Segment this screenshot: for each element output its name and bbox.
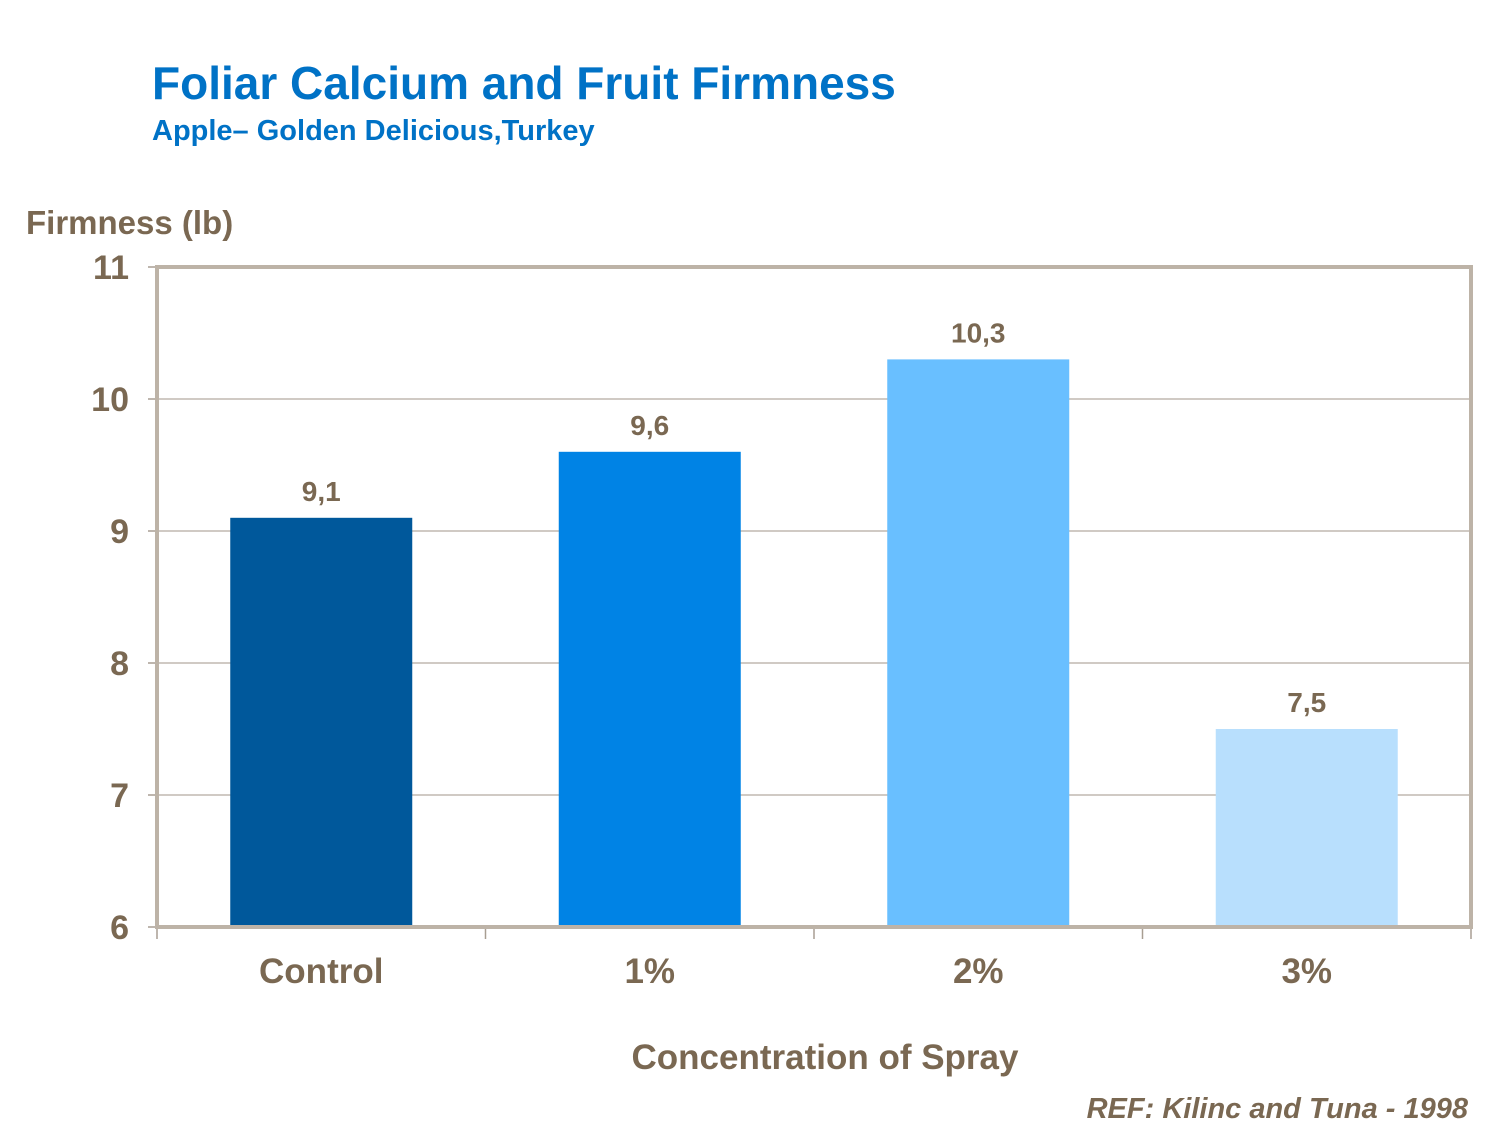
data-label: 9,6 bbox=[630, 410, 669, 441]
y-tick-label: 11 bbox=[93, 249, 129, 287]
x-axis-label: Concentration of Spray bbox=[631, 1038, 1019, 1077]
y-tick-label: 7 bbox=[110, 777, 129, 815]
y-tick-label: 8 bbox=[110, 645, 129, 683]
bar-2% bbox=[887, 359, 1070, 927]
bar-3% bbox=[1215, 729, 1398, 927]
reference-annotation: REF: Kilinc and Tuna - 1998 bbox=[1086, 1093, 1468, 1125]
chart-subtitle: Apple– Golden Delicious,Turkey bbox=[152, 115, 595, 147]
y-axis-label: Firmness (lb) bbox=[26, 204, 234, 241]
data-label: 7,5 bbox=[1287, 687, 1326, 718]
x-tick-label: 3% bbox=[1281, 952, 1332, 991]
x-tick-label: 1% bbox=[624, 952, 675, 991]
chart-title: Foliar Calcium and Fruit Firmness bbox=[152, 57, 896, 109]
y-tick-label: 6 bbox=[110, 909, 129, 947]
y-tick-label: 9 bbox=[110, 513, 129, 551]
plot-border bbox=[155, 265, 1473, 929]
bar-1% bbox=[558, 451, 741, 927]
data-label: 9,1 bbox=[302, 476, 341, 507]
x-tick-label: 2% bbox=[953, 952, 1004, 991]
bar-Control bbox=[230, 517, 413, 927]
data-label: 10,3 bbox=[951, 317, 1006, 348]
x-tick-label: Control bbox=[259, 952, 383, 991]
y-tick-label: 10 bbox=[91, 381, 129, 419]
